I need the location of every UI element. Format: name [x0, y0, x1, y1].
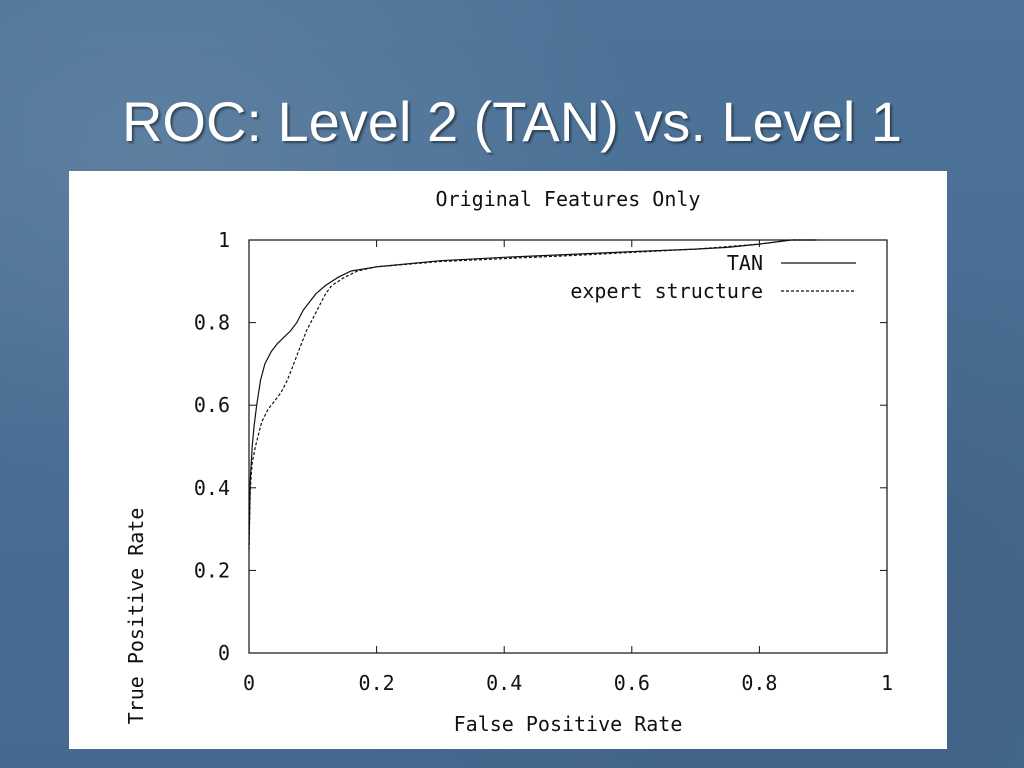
x-tick-label: 0.2	[359, 671, 395, 695]
x-tick-label: 0.8	[741, 671, 777, 695]
series-lines	[248, 239, 817, 550]
x-tick-label: 0.4	[486, 671, 522, 695]
legend-label: expert structure	[570, 279, 763, 303]
y-tick-label: 0.6	[194, 393, 230, 417]
roc-chart: Original Features Only 0 0.2 0.4 0.6 0.8 1 00…	[124, 187, 893, 736]
x-ticks: 0 0.2 0.4 0.6 0.8 1	[243, 240, 893, 695]
y-tick-label: 0.4	[194, 476, 230, 500]
x-tick-label: 0.6	[614, 671, 650, 695]
x-tick-label: 0	[243, 671, 255, 695]
x-axis-label: False Positive Rate	[454, 712, 683, 736]
chart-title: Original Features Only	[436, 187, 701, 211]
y-tick-label: 0	[218, 641, 230, 665]
y-axis-label: True Positive Rate	[124, 508, 148, 725]
plot-frame	[248, 239, 888, 654]
series-line-tan	[248, 239, 817, 546]
x-tick-label: 1	[881, 671, 893, 695]
y-tick-label: 0.8	[194, 311, 230, 335]
legend: TAN expert structure	[570, 251, 856, 303]
slide-title: ROC: Level 2 (TAN) vs. Level 1	[121, 90, 903, 153]
series-line-expert-structure	[248, 239, 817, 550]
legend-label: TAN	[727, 251, 763, 275]
y-tick-label: 0.2	[194, 558, 230, 582]
y-ticks: 0 0.2 0.4 0.6 0.8 1	[194, 228, 887, 665]
y-tick-label: 1	[218, 228, 230, 252]
